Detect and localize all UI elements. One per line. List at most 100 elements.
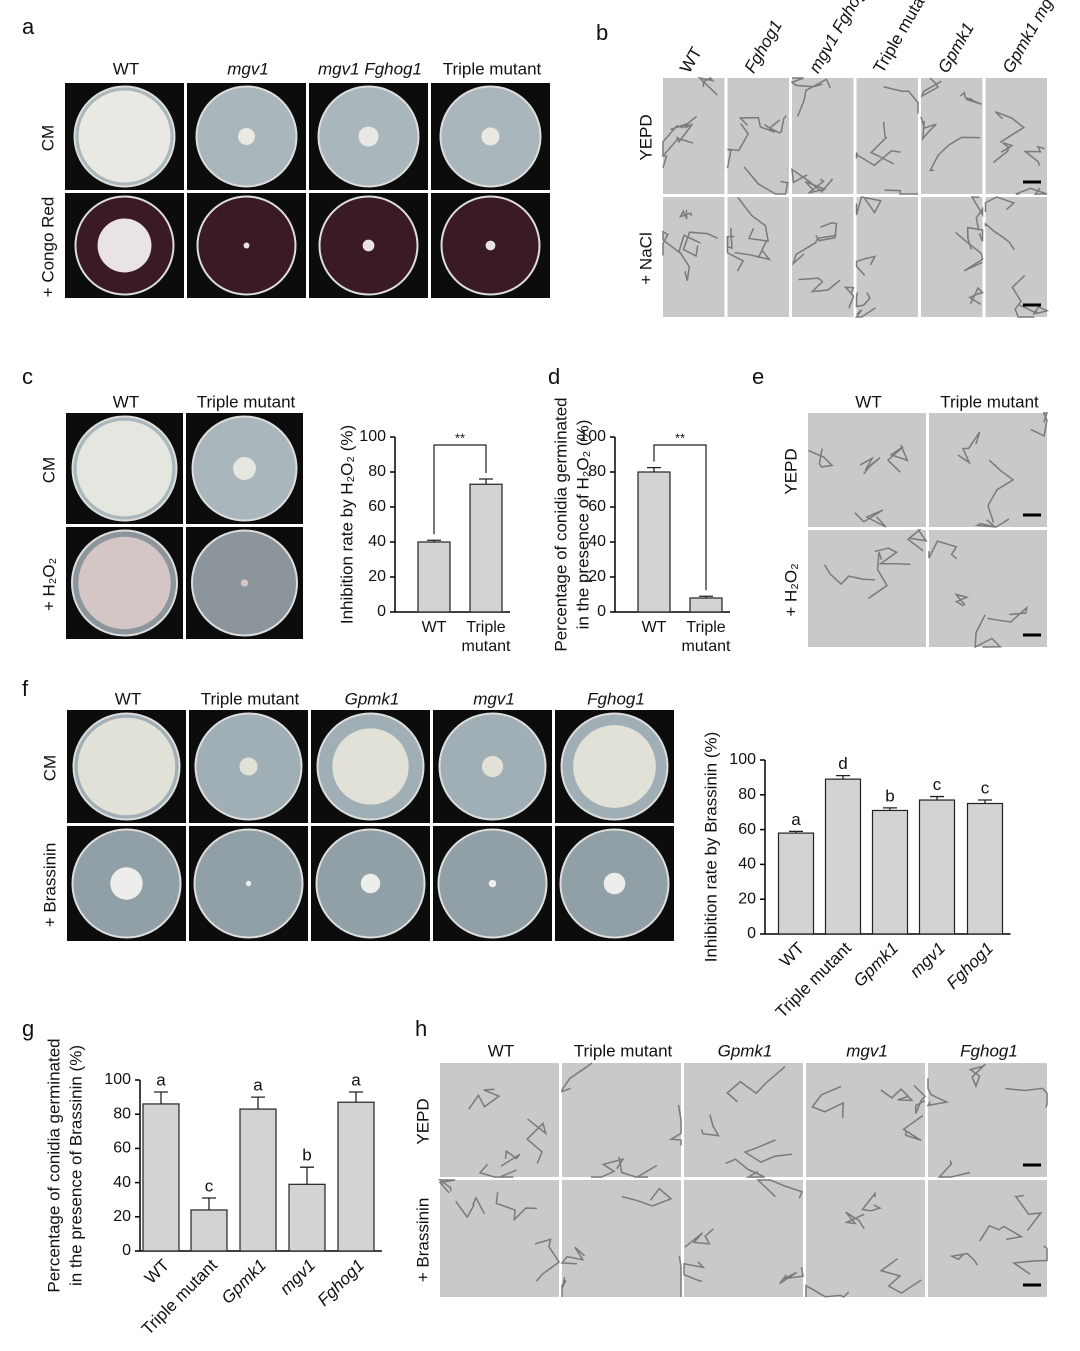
colony [77, 717, 176, 816]
hypha [779, 1267, 804, 1285]
hypha [854, 509, 887, 528]
y-tick-label: 0 [597, 603, 606, 620]
panel-letter: a [22, 14, 35, 39]
hypha [678, 1256, 682, 1297]
bar [469, 483, 503, 613]
microscopy-photo [792, 197, 854, 317]
microscopy-photo [985, 197, 1047, 317]
hypha [495, 1192, 537, 1222]
panel-letter: c [22, 364, 33, 389]
hypha [929, 136, 981, 172]
microscopy-photo [806, 1180, 925, 1297]
hypha [791, 234, 837, 266]
bar [288, 1183, 326, 1252]
y-tick-label: 100 [104, 1071, 131, 1088]
hypha [618, 1156, 658, 1178]
row-label: + Brassinin [40, 843, 59, 928]
column-label: mgv1 [227, 59, 269, 78]
panel-letter: e [752, 364, 764, 389]
y-tick-label: 80 [368, 463, 386, 480]
y-tick-label: 0 [122, 1242, 131, 1259]
microscopy-photo [663, 78, 725, 194]
hypha [678, 209, 693, 220]
column-label: Fghog1 [741, 17, 786, 76]
hypha [468, 1088, 501, 1110]
hypha [743, 1139, 792, 1164]
y-tick-label: 100 [729, 751, 756, 768]
x-tick-label: WT [776, 939, 808, 971]
hypha [869, 121, 895, 165]
hypha [726, 235, 745, 272]
hypha [670, 121, 693, 144]
hypha [682, 231, 718, 258]
hypha [700, 1114, 720, 1137]
y-tick-label: 60 [738, 821, 756, 838]
x-tick-label: Gpmk1 [218, 1256, 270, 1308]
column-label: Gpmk1 [934, 19, 978, 76]
x-tick-label: WT [421, 619, 447, 636]
hypha [478, 1163, 517, 1178]
significance-letter: c [933, 775, 942, 794]
hypha [756, 1179, 804, 1199]
colony [488, 879, 497, 888]
hypha [697, 76, 718, 96]
microscopy-photo [808, 530, 926, 647]
hypha [738, 116, 776, 133]
significance-letter: b [885, 786, 894, 805]
panel-letter: h [415, 1016, 427, 1041]
row-label: YEPD [636, 114, 655, 160]
significance-letter: c [981, 779, 990, 798]
hypha [984, 196, 1016, 213]
hypha [855, 150, 901, 167]
significance-bracket [653, 444, 707, 591]
hypha [1011, 275, 1035, 318]
colony [485, 240, 496, 251]
hypha [668, 1104, 682, 1146]
x-label-box: Triple mutant [682, 619, 731, 655]
error-bar [789, 830, 803, 834]
y-tick-label: 100 [579, 428, 606, 445]
column-label: Fghog1 [960, 1041, 1018, 1060]
hypha [867, 551, 888, 600]
hypha [966, 226, 984, 250]
colony [97, 218, 152, 273]
hypha [987, 459, 1015, 523]
y-tick-label: 80 [588, 463, 606, 480]
y-tick-label: 0 [377, 603, 386, 620]
hypha [979, 1224, 1024, 1242]
hypha [855, 292, 871, 308]
panel-letter: b [596, 20, 608, 45]
colony [240, 579, 249, 587]
panel-letter: f [22, 676, 29, 701]
bar [824, 778, 862, 935]
microscopy-photo [440, 1180, 559, 1297]
hypha [561, 1277, 567, 1297]
x-tick-label: Fghog1 [943, 939, 997, 993]
x-label-box: Triple mutant [462, 619, 511, 655]
hypha [970, 196, 984, 231]
column-label: WT [115, 689, 141, 708]
hypha [984, 222, 1015, 251]
y-axis-label: Inhibition rate by Brassinin (%) [701, 732, 720, 963]
hypha [855, 196, 882, 216]
row-label: CM [40, 755, 59, 781]
colony [603, 872, 626, 895]
hypha [808, 448, 834, 468]
y-tick-label: 40 [113, 1174, 131, 1191]
hypha [954, 593, 970, 607]
error-bar [930, 795, 944, 801]
y-tick-label: 80 [113, 1105, 131, 1122]
hypha [883, 86, 919, 114]
significance-letter: a [791, 810, 801, 829]
column-label: Gpmk1 [718, 1041, 773, 1060]
y-tick-label: 60 [588, 498, 606, 515]
hypha [560, 1246, 586, 1265]
hypha [743, 166, 789, 195]
hypha [855, 255, 877, 276]
hypha [843, 286, 855, 309]
hypha [662, 230, 682, 256]
microscopy-photo [663, 197, 725, 317]
row-label: + Brassinin [413, 1198, 432, 1283]
x-label-box: WT [642, 619, 667, 636]
error-bar [251, 1096, 265, 1110]
